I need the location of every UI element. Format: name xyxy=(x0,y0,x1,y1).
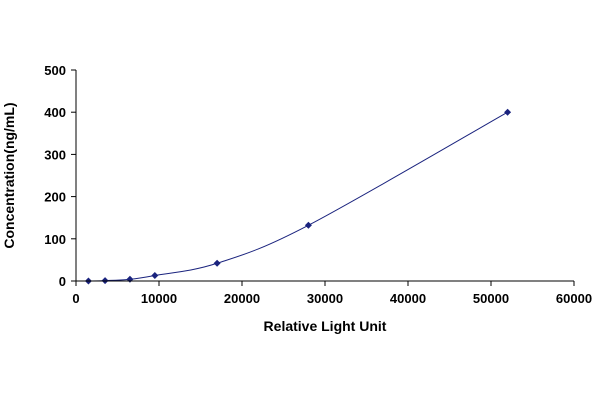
data-point xyxy=(504,108,512,116)
y-tick-label: 200 xyxy=(44,190,66,205)
data-point xyxy=(304,221,312,229)
x-tick-label: 10000 xyxy=(141,291,177,306)
y-tick-label: 100 xyxy=(44,232,66,247)
x-tick-label: 20000 xyxy=(224,291,260,306)
y-tick-label: 0 xyxy=(59,274,66,289)
y-axis-title: Concentration(ng/mL) xyxy=(1,102,17,248)
x-axis-title: Relative Light Unit xyxy=(264,318,387,334)
x-axis-ticks: 0 10000 20000 30000 40000 50000 60000 xyxy=(72,281,592,306)
y-tick-label: 300 xyxy=(44,147,66,162)
data-point xyxy=(151,272,159,280)
data-points xyxy=(84,108,512,285)
x-tick-label: 40000 xyxy=(390,291,426,306)
data-point xyxy=(213,259,221,267)
x-tick-label: 60000 xyxy=(556,291,592,306)
fit-curve xyxy=(88,111,508,282)
y-axis-ticks: 0 100 200 300 400 500 xyxy=(44,63,76,289)
x-tick-label: 30000 xyxy=(307,291,343,306)
data-point xyxy=(126,275,134,283)
y-tick-label: 400 xyxy=(44,105,66,120)
x-tick-label: 50000 xyxy=(473,291,509,306)
y-tick-label: 500 xyxy=(44,63,66,78)
x-tick-label: 0 xyxy=(72,291,79,306)
